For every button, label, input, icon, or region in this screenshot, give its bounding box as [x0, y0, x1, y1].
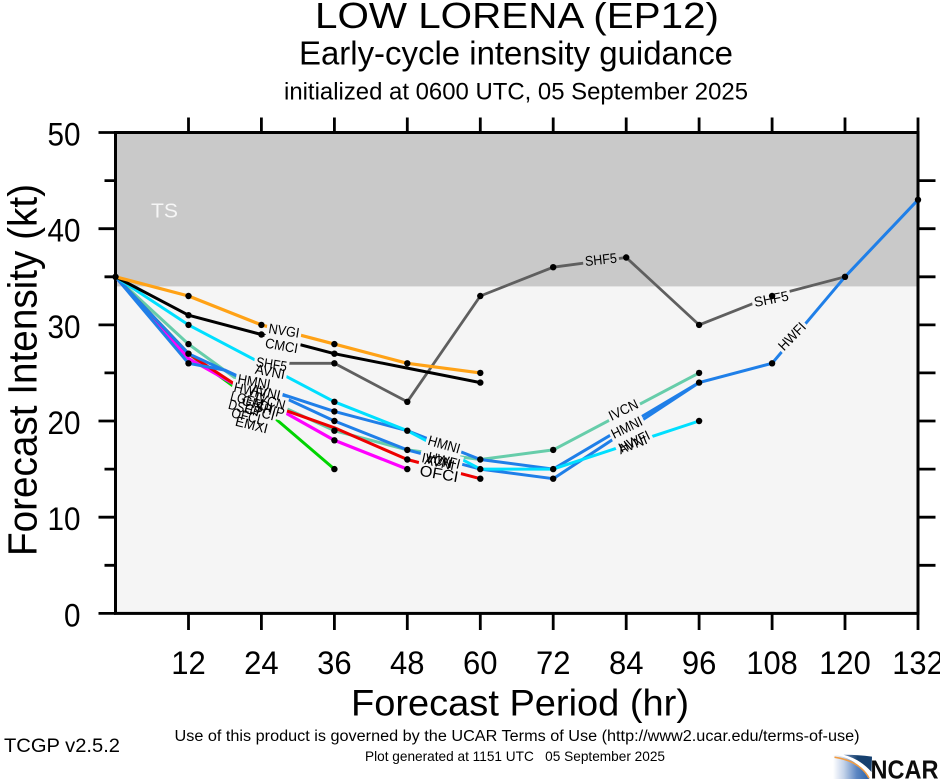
svg-text:NVGI: NVGI [268, 320, 301, 341]
svg-text:CMCI: CMCI [264, 335, 299, 356]
svg-text:NCAR: NCAR [871, 757, 939, 780]
svg-text:72: 72 [536, 645, 571, 681]
svg-text:SHF5: SHF5 [584, 250, 618, 269]
svg-text:OFCI: OFCI [418, 463, 459, 487]
svg-text:60: 60 [463, 645, 498, 681]
svg-text:TCGP v2.5.2: TCGP v2.5.2 [4, 736, 120, 757]
svg-text:30: 30 [48, 309, 81, 345]
svg-text:108: 108 [746, 645, 798, 681]
svg-text:40: 40 [48, 213, 81, 249]
svg-text:HWFI: HWFI [426, 448, 462, 472]
svg-text:50: 50 [48, 117, 81, 153]
svg-text:LOW LORENA (EP12): LOW LORENA (EP12) [315, 0, 719, 36]
svg-text:OFCL: OFCL [230, 404, 266, 428]
svg-text:84: 84 [609, 645, 644, 681]
svg-text:AVNI: AVNI [249, 381, 282, 403]
svg-text:0: 0 [64, 597, 81, 633]
svg-text:20: 20 [48, 405, 81, 441]
svg-text:Forecast Intensity (kt): Forecast Intensity (kt) [0, 184, 46, 556]
svg-text:Plot generated at 1151 UTC 0: Plot generated at 1151 UTC 05 September … [365, 748, 665, 764]
svg-text:AVNI: AVNI [423, 451, 456, 473]
svg-text:EMXI: EMXI [234, 413, 270, 437]
svg-text:96: 96 [682, 645, 717, 681]
svg-text:GFDI: GFDI [240, 392, 274, 415]
svg-text:AVNI: AVNI [254, 361, 287, 382]
svg-text:initialized at 0600 UTC, 05 Se: initialized at 0600 UTC, 05 September 20… [284, 79, 748, 106]
svg-text:HWFI: HWFI [232, 379, 268, 402]
svg-text:10: 10 [48, 501, 81, 537]
svg-text:CTCI: CTCI [243, 400, 277, 423]
svg-text:IVCN: IVCN [253, 389, 287, 412]
svg-text:132: 132 [892, 645, 940, 681]
svg-text:120: 120 [819, 645, 871, 681]
svg-text:24: 24 [244, 645, 279, 681]
svg-text:HMNI: HMNI [236, 371, 271, 392]
svg-text:IVCN: IVCN [420, 449, 454, 471]
svg-text:Use of this product is governe: Use of this product is governed by the U… [175, 728, 860, 745]
svg-text:Early-cycle intensity guidance: Early-cycle intensity guidance [299, 35, 733, 72]
svg-text:Forecast Period (hr): Forecast Period (hr) [351, 682, 689, 724]
svg-text:12: 12 [171, 645, 206, 681]
svg-text:TS: TS [151, 200, 178, 223]
svg-text:SHIP: SHIP [253, 398, 286, 421]
svg-text:36: 36 [317, 645, 352, 681]
svg-text:48: 48 [390, 645, 425, 681]
svg-text:SHF5: SHF5 [255, 354, 288, 375]
